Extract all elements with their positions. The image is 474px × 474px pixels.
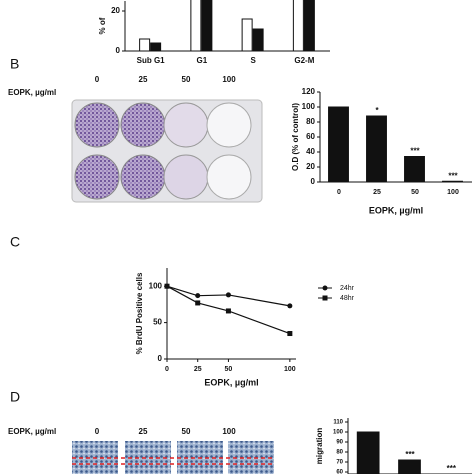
bar bbox=[190, 0, 202, 52]
y-tick-label: 60 bbox=[306, 132, 315, 141]
y-tick-label: 0 bbox=[158, 354, 163, 363]
bar bbox=[366, 115, 387, 183]
y-tick-label: 90 bbox=[336, 440, 343, 446]
bar bbox=[398, 459, 421, 474]
marker bbox=[164, 283, 170, 289]
marker bbox=[287, 331, 293, 337]
y-tick-label: 100 bbox=[302, 102, 316, 111]
legend-marker bbox=[322, 295, 328, 301]
well-plate bbox=[71, 99, 263, 203]
bar bbox=[241, 18, 253, 52]
bars bbox=[328, 106, 463, 183]
bar bbox=[139, 38, 151, 52]
axes bbox=[347, 418, 472, 474]
y-tick-label: 0 bbox=[116, 46, 121, 55]
annotation: *** bbox=[448, 171, 458, 180]
panel-label: B bbox=[10, 56, 19, 72]
annotation: *** bbox=[410, 147, 420, 156]
x-tick-label: 50 bbox=[225, 366, 233, 373]
image-label: EOPK, µg/ml bbox=[8, 427, 56, 436]
x-tick-label: 0 bbox=[165, 366, 169, 373]
y-tick-label: 50 bbox=[153, 318, 162, 327]
image-dose: 0 bbox=[95, 75, 100, 84]
y-tick-label: 100 bbox=[333, 430, 344, 436]
legend-label: 24hr bbox=[340, 285, 355, 292]
annotation: *** bbox=[447, 464, 457, 473]
bar bbox=[442, 180, 463, 183]
migration-images bbox=[72, 441, 274, 474]
bar bbox=[201, 0, 213, 52]
bar bbox=[252, 28, 264, 52]
panel-label: C bbox=[10, 234, 20, 250]
y-tick-label: 60 bbox=[336, 470, 343, 474]
x-tick-label: 50 bbox=[411, 189, 419, 196]
x-tick-label: S bbox=[250, 56, 256, 65]
marker bbox=[225, 292, 231, 298]
y-tick-label: 80 bbox=[336, 450, 343, 456]
annotation: * bbox=[375, 106, 379, 115]
x-tick-label: 100 bbox=[284, 366, 296, 373]
legend-marker bbox=[322, 285, 328, 291]
x-tick-label: 25 bbox=[194, 366, 202, 373]
chart: 60 70 80 90 100 110 migration D EOPK, µg/ml 0 25 50… bbox=[8, 389, 472, 474]
bar bbox=[404, 156, 425, 183]
panel-label: D bbox=[10, 389, 20, 405]
y-tick-label: 40 bbox=[306, 147, 315, 156]
y-tick-label: 80 bbox=[306, 117, 315, 126]
image-dose: 50 bbox=[182, 427, 191, 436]
y-tick-label: 100 bbox=[149, 281, 163, 290]
marker bbox=[287, 303, 293, 309]
annotation: *** bbox=[405, 450, 415, 459]
y-axis-label: % of bbox=[98, 17, 107, 34]
image-dose: 100 bbox=[222, 427, 236, 436]
y-tick-label: 70 bbox=[336, 460, 343, 466]
x-tick-label: 0 bbox=[337, 189, 341, 196]
x-tick-label: Sub G1 bbox=[137, 56, 166, 65]
chart: 0 50 100 % BrdU Positive cells EOPK, µg/ml C 0… bbox=[10, 234, 355, 388]
image-dose: 25 bbox=[139, 75, 148, 84]
image-dose: 25 bbox=[139, 427, 148, 436]
x-tick-label: G1 bbox=[197, 56, 208, 65]
y-axis-label: % BrdU Positive cells bbox=[135, 272, 144, 354]
x-tick-label: G2-M bbox=[294, 56, 314, 65]
bars bbox=[139, 0, 315, 52]
bar bbox=[292, 0, 304, 52]
axes bbox=[166, 268, 296, 360]
y-axis-label: migration bbox=[315, 428, 324, 465]
line bbox=[166, 285, 291, 335]
legend-label: 48hr bbox=[340, 295, 355, 302]
chart: 0 20 % of Sub G1 G1 S G2-M bbox=[98, 0, 330, 65]
y-tick-label: 20 bbox=[111, 6, 120, 15]
y-tick-label: 120 bbox=[302, 87, 316, 96]
x-tick-label: 25 bbox=[373, 189, 381, 196]
image-dose: 50 bbox=[182, 75, 191, 84]
y-tick-label: 110 bbox=[333, 420, 343, 426]
y-tick-label: 0 bbox=[311, 177, 316, 186]
image-dose: 100 bbox=[222, 75, 236, 84]
x-tick-label: 100 bbox=[447, 189, 459, 196]
image-label: EOPK, µg/ml bbox=[8, 88, 56, 97]
bar bbox=[356, 431, 380, 474]
line bbox=[166, 285, 290, 307]
image-dose: 0 bbox=[95, 427, 100, 436]
bar bbox=[328, 106, 349, 183]
marker bbox=[225, 308, 231, 314]
marker bbox=[195, 300, 201, 306]
marker bbox=[195, 293, 201, 299]
bar bbox=[303, 0, 315, 52]
x-axis-label: EOPK, µg/ml bbox=[369, 205, 423, 215]
bars bbox=[356, 431, 463, 474]
y-axis-label: O.D (% of control) bbox=[291, 103, 300, 171]
bar bbox=[150, 42, 162, 52]
y-tick-label: 20 bbox=[306, 162, 315, 171]
x-axis-label: EOPK, µg/ml bbox=[204, 377, 258, 387]
